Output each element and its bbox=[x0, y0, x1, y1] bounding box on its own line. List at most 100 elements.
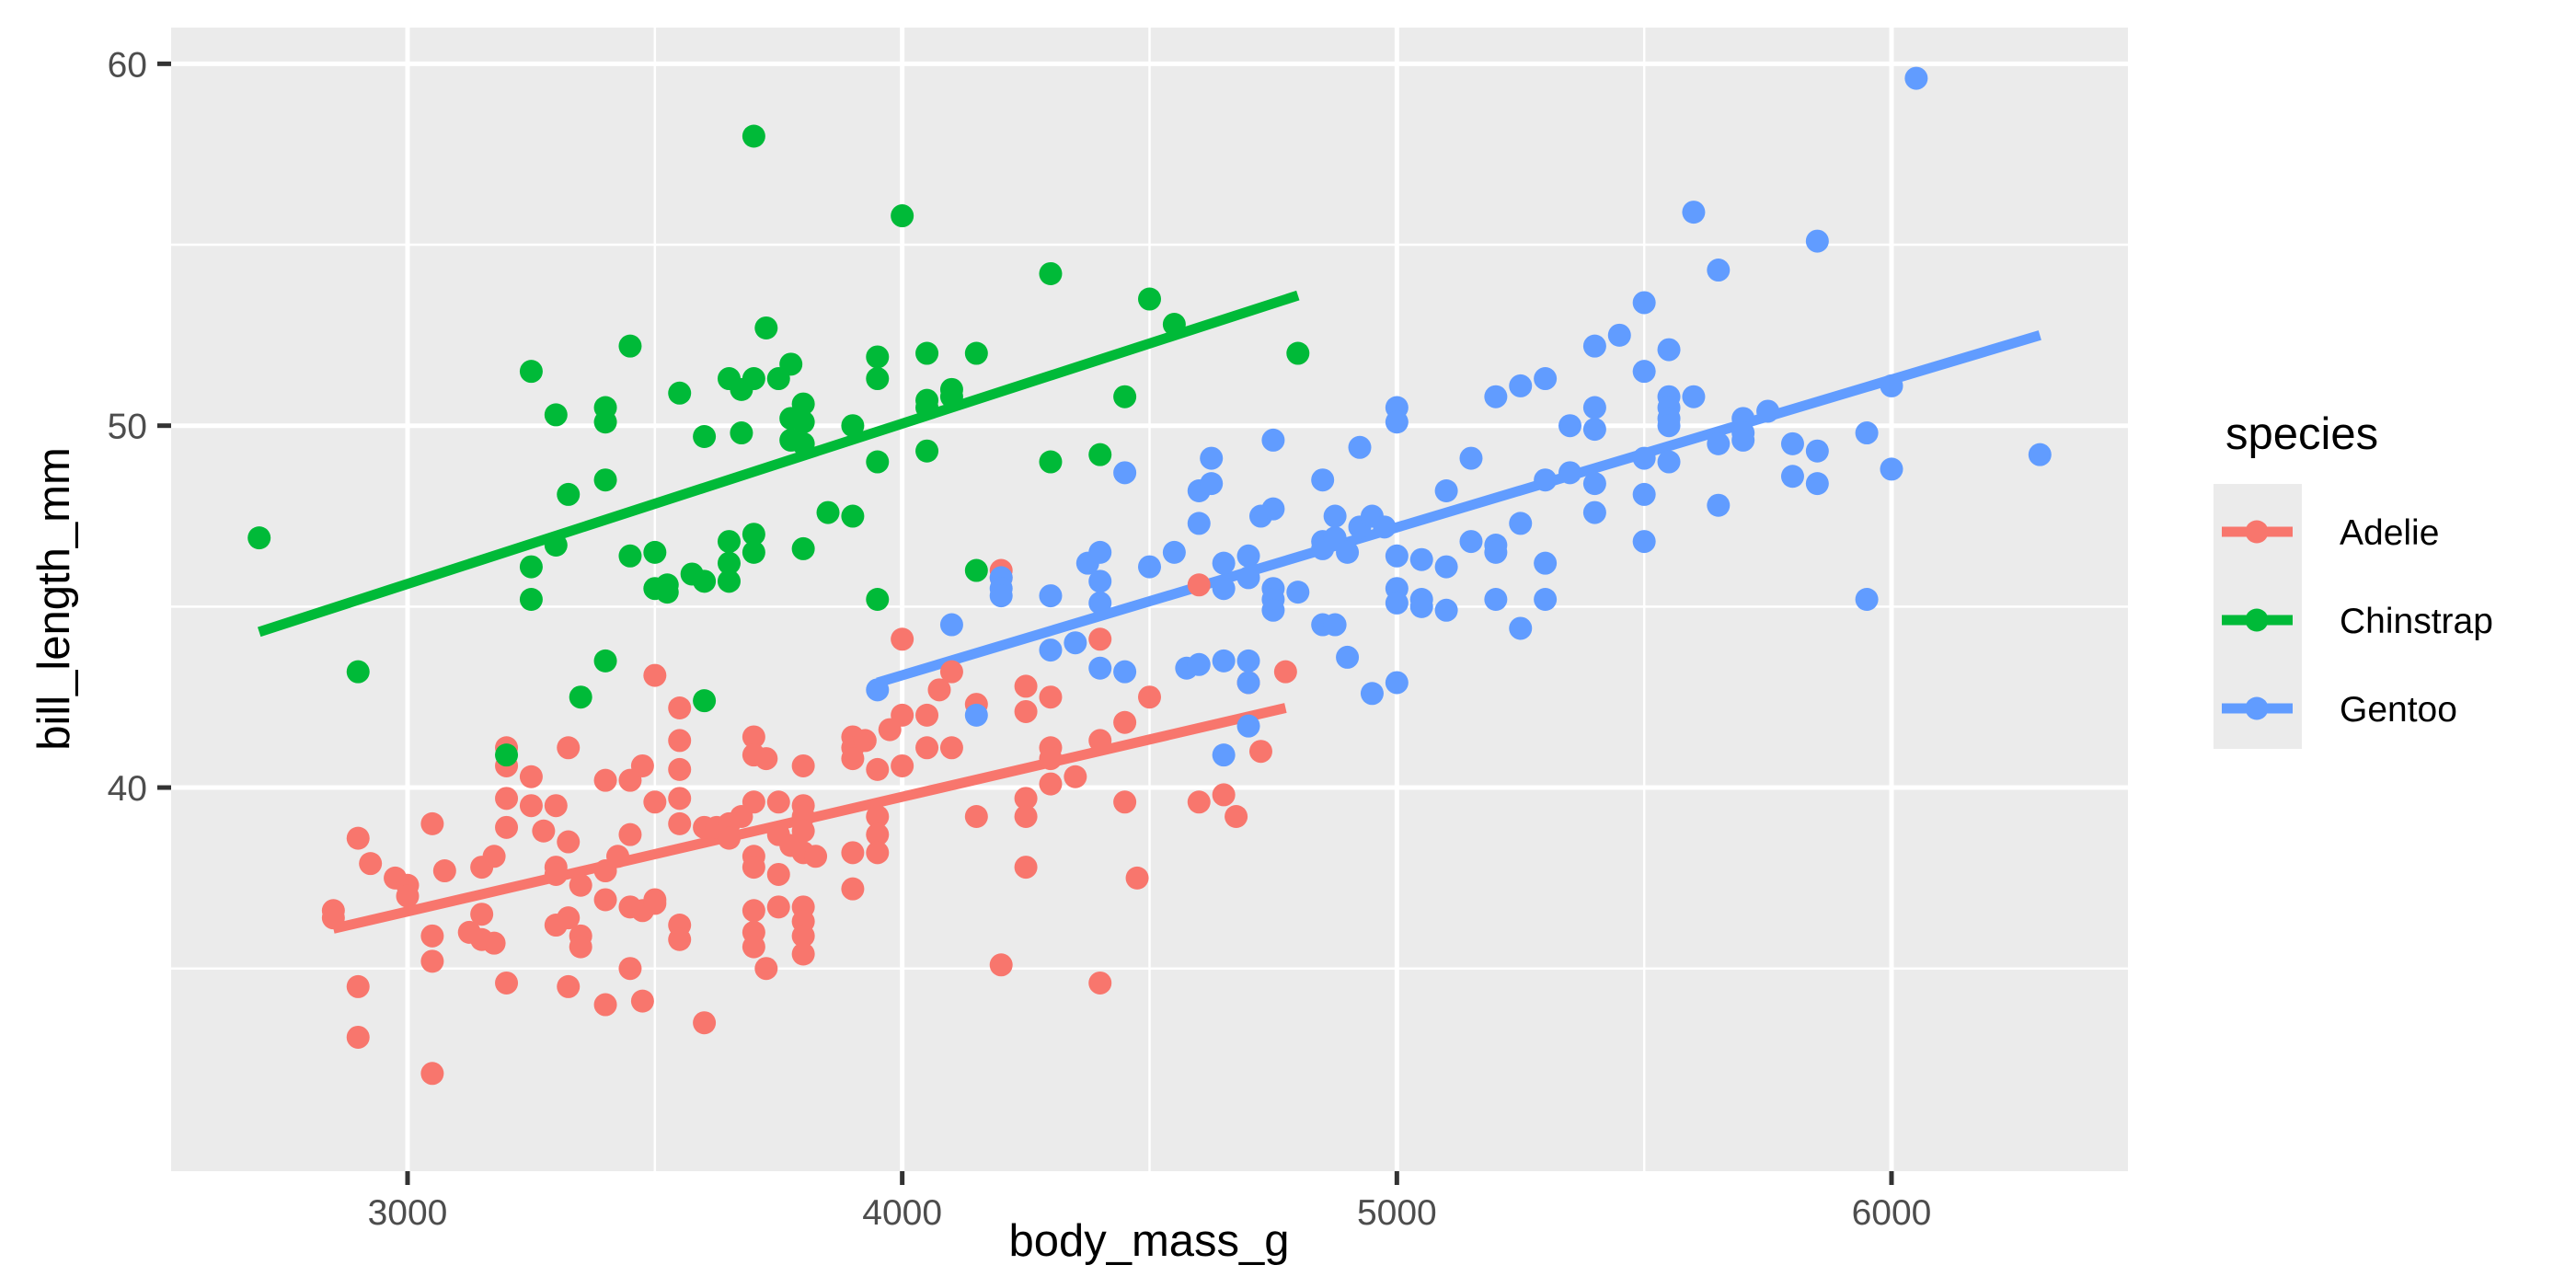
data-point-gentoo bbox=[1434, 598, 1458, 622]
data-point-adelie bbox=[1113, 710, 1137, 734]
data-point-gentoo bbox=[1855, 421, 1879, 445]
data-point-adelie bbox=[742, 935, 765, 959]
data-point-adelie bbox=[1039, 685, 1063, 709]
data-point-chinstrap bbox=[557, 482, 581, 506]
data-point-gentoo bbox=[1509, 374, 1533, 397]
data-point-adelie bbox=[668, 927, 692, 951]
data-point-adelie bbox=[742, 856, 765, 880]
data-point-gentoo bbox=[1780, 431, 1804, 455]
data-point-gentoo bbox=[1805, 229, 1829, 253]
data-point-gentoo bbox=[939, 613, 963, 637]
data-point-chinstrap bbox=[742, 124, 765, 148]
data-point-gentoo bbox=[1855, 588, 1879, 611]
x-axis-title: body_mass_g bbox=[1008, 1216, 1289, 1266]
data-point-adelie bbox=[791, 819, 815, 843]
data-point-gentoo bbox=[1534, 468, 1558, 492]
data-point-chinstrap bbox=[247, 526, 271, 550]
data-point-adelie bbox=[618, 957, 642, 981]
data-point-gentoo bbox=[1607, 323, 1631, 347]
data-point-chinstrap bbox=[643, 540, 667, 564]
data-point-gentoo bbox=[1534, 588, 1558, 611]
data-point-chinstrap bbox=[1138, 287, 1161, 311]
data-point-gentoo bbox=[1534, 551, 1558, 575]
data-point-adelie bbox=[1088, 729, 1112, 753]
data-point-gentoo bbox=[1509, 512, 1533, 535]
data-point-gentoo bbox=[1348, 435, 1372, 459]
data-point-gentoo bbox=[1187, 652, 1211, 676]
data-point-gentoo bbox=[1682, 385, 1706, 408]
data-point-adelie bbox=[482, 931, 506, 955]
data-point-chinstrap bbox=[939, 385, 963, 408]
data-point-adelie bbox=[618, 822, 642, 846]
x-axis: 3000 4000 5000 6000 bbox=[368, 1171, 1932, 1233]
data-point-adelie bbox=[630, 989, 654, 1013]
data-point-chinstrap bbox=[668, 381, 692, 405]
data-point-adelie bbox=[742, 790, 765, 814]
data-point-gentoo bbox=[1162, 540, 1186, 564]
data-point-adelie bbox=[766, 895, 790, 919]
data-point-chinstrap bbox=[544, 403, 568, 427]
data-point-gentoo bbox=[1880, 457, 1903, 481]
data-point-chinstrap bbox=[519, 555, 543, 579]
data-point-adelie bbox=[1187, 790, 1211, 814]
data-point-gentoo bbox=[1434, 478, 1458, 502]
data-point-chinstrap bbox=[915, 341, 939, 365]
data-point-gentoo bbox=[1385, 544, 1409, 568]
data-point-adelie bbox=[964, 805, 988, 829]
data-point-gentoo bbox=[1707, 431, 1731, 455]
x-tick-label: 6000 bbox=[1852, 1193, 1932, 1233]
data-point-gentoo bbox=[1509, 616, 1533, 640]
data-point-adelie bbox=[891, 753, 914, 777]
data-point-gentoo bbox=[1880, 374, 1903, 397]
data-point-adelie bbox=[643, 888, 667, 912]
data-point-gentoo bbox=[2028, 443, 2052, 466]
data-point-chinstrap bbox=[569, 685, 592, 709]
data-point-gentoo bbox=[1323, 504, 1347, 528]
data-point-gentoo bbox=[1113, 660, 1137, 684]
data-point-adelie bbox=[841, 841, 865, 865]
data-point-gentoo bbox=[1657, 450, 1681, 474]
data-point-adelie bbox=[742, 725, 765, 749]
data-point-adelie bbox=[1014, 856, 1038, 880]
data-point-chinstrap bbox=[1039, 261, 1063, 285]
data-point-gentoo bbox=[1534, 367, 1558, 391]
data-point-gentoo bbox=[1323, 613, 1347, 637]
data-point-adelie bbox=[1088, 971, 1112, 995]
data-point-gentoo bbox=[1236, 566, 1260, 590]
data-point-adelie bbox=[841, 747, 865, 771]
data-point-adelie bbox=[593, 888, 617, 912]
data-point-chinstrap bbox=[742, 367, 765, 391]
data-point-adelie bbox=[359, 852, 383, 876]
data-point-adelie bbox=[915, 703, 939, 727]
data-point-gentoo bbox=[1373, 515, 1397, 539]
data-point-gentoo bbox=[1212, 743, 1236, 767]
data-point-adelie bbox=[804, 845, 828, 868]
data-point-adelie bbox=[766, 790, 790, 814]
x-tick-label: 4000 bbox=[862, 1193, 942, 1233]
data-point-gentoo bbox=[1236, 671, 1260, 695]
data-point-gentoo bbox=[1558, 461, 1582, 485]
data-point-adelie bbox=[866, 805, 890, 829]
data-point-gentoo bbox=[1731, 428, 1755, 452]
data-point-gentoo bbox=[866, 678, 890, 702]
data-point-gentoo bbox=[1200, 446, 1224, 470]
data-point-adelie bbox=[891, 627, 914, 651]
data-point-adelie bbox=[544, 794, 568, 818]
data-point-adelie bbox=[396, 884, 420, 908]
data-point-gentoo bbox=[1212, 649, 1236, 673]
data-point-adelie bbox=[606, 845, 630, 868]
data-point-gentoo bbox=[1459, 530, 1483, 554]
data-point-chinstrap bbox=[816, 500, 840, 524]
data-point-adelie bbox=[470, 903, 494, 926]
data-point-chinstrap bbox=[964, 558, 988, 582]
data-point-adelie bbox=[495, 971, 519, 995]
data-point-chinstrap bbox=[730, 421, 753, 445]
data-point-gentoo bbox=[1707, 259, 1731, 282]
data-point-gentoo bbox=[1409, 594, 1433, 618]
y-tick-label: 60 bbox=[108, 45, 147, 85]
data-point-gentoo bbox=[1088, 569, 1112, 593]
data-point-gentoo bbox=[1582, 334, 1606, 358]
data-point-chinstrap bbox=[791, 536, 815, 560]
data-point-gentoo bbox=[1236, 544, 1260, 568]
data-point-gentoo bbox=[1064, 631, 1087, 655]
